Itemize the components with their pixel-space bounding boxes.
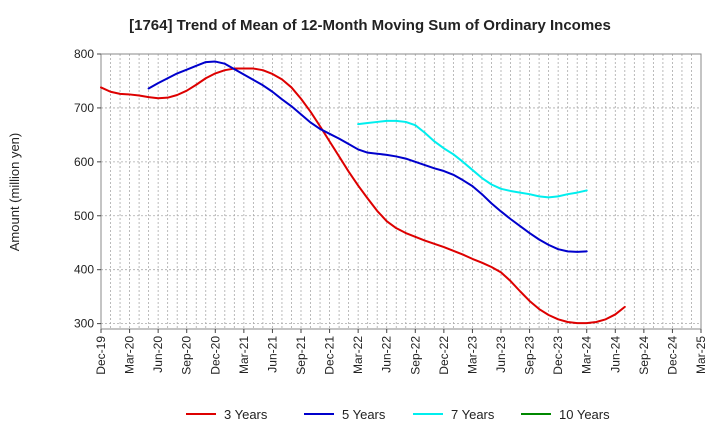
x-tick-label: Dec-20 — [208, 336, 222, 375]
legend-item: 3 Years — [186, 407, 268, 422]
x-tick-label: Sep-23 — [523, 336, 537, 375]
x-tick-label: Dec-23 — [551, 336, 565, 375]
x-tick-label: Sep-21 — [294, 336, 308, 375]
legend: 3 Years 5 Years 7 Years 10 Years — [186, 407, 610, 422]
legend-label: 3 Years — [224, 407, 268, 422]
y-axis-ticks: 300 400 500 600 700 800 — [74, 47, 101, 331]
y-tick-label: 700 — [74, 101, 94, 115]
x-tick-label: Dec-19 — [94, 336, 108, 375]
x-tick-label: Sep-20 — [180, 336, 194, 375]
x-tick-label: Jun-21 — [265, 336, 279, 373]
legend-item: 10 Years — [521, 407, 610, 422]
y-tick-label: 800 — [74, 47, 94, 61]
x-tick-label: Jun-23 — [494, 336, 508, 373]
series-line-7-years — [357, 119, 588, 199]
x-tick-label: Jun-22 — [380, 336, 394, 373]
x-tick-label: Sep-22 — [408, 336, 422, 375]
x-axis-ticks: Dec-19 Mar-20 Jun-20 Sep-20 Dec-20 Mar-21 Jun-… — [94, 329, 708, 375]
x-tick-label: Sep-24 — [637, 336, 651, 375]
x-tick-label: Mar-24 — [580, 336, 594, 374]
chart-title: [1764] Trend of Mean of 12-Month Moving … — [129, 17, 611, 34]
legend-label: 7 Years — [451, 407, 495, 422]
x-tick-label: Mar-22 — [351, 336, 365, 374]
legend-label: 10 Years — [559, 407, 610, 422]
x-tick-label: Dec-24 — [665, 336, 679, 375]
legend-item: 7 Years — [413, 407, 495, 422]
x-tick-label: Mar-21 — [237, 336, 251, 374]
y-tick-label: 500 — [74, 209, 94, 223]
series-lines — [100, 60, 626, 325]
grid — [101, 53, 701, 329]
x-tick-label: Mar-23 — [465, 336, 479, 374]
legend-item: 5 Years — [304, 407, 386, 422]
y-tick-label: 300 — [74, 317, 94, 331]
plot-area — [100, 53, 702, 330]
y-axis-label: Amount (million yen) — [7, 133, 22, 252]
x-tick-label: Mar-25 — [694, 336, 708, 374]
x-tick-label: Dec-21 — [323, 336, 337, 375]
series-line-3-years — [100, 67, 626, 325]
x-tick-label: Jun-20 — [151, 336, 165, 373]
y-tick-label: 400 — [74, 263, 94, 277]
x-tick-label: Dec-22 — [437, 336, 451, 375]
legend-label: 5 Years — [342, 407, 386, 422]
series-line-5-years — [147, 60, 588, 253]
x-tick-label: Mar-20 — [123, 336, 137, 374]
y-tick-label: 600 — [74, 155, 94, 169]
x-tick-label: Jun-24 — [608, 336, 622, 373]
